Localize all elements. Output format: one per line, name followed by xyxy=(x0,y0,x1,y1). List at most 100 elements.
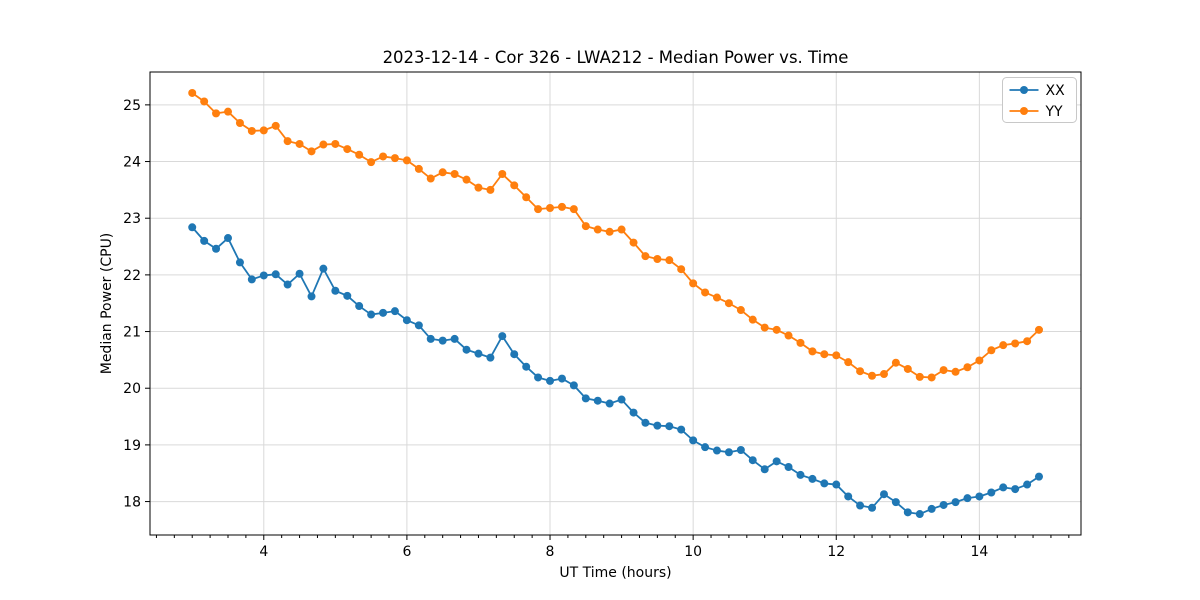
data-point-xx xyxy=(832,480,841,489)
data-point-xx xyxy=(200,236,209,245)
data-point-yy xyxy=(677,265,686,274)
data-point-yy xyxy=(879,370,888,379)
data-point-xx xyxy=(379,308,388,317)
data-point-yy xyxy=(891,358,900,367)
data-point-xx xyxy=(927,504,936,513)
data-point-xx xyxy=(593,396,602,405)
data-point-xx xyxy=(1023,480,1032,489)
data-point-yy xyxy=(343,145,352,154)
data-point-xx xyxy=(319,264,328,273)
data-point-yy xyxy=(736,306,745,315)
x-tick-label: 6 xyxy=(402,544,411,560)
data-point-yy xyxy=(760,323,769,332)
data-point-yy xyxy=(426,174,435,183)
data-point-yy xyxy=(569,205,578,214)
y-tick-label: 25 xyxy=(123,98,141,114)
data-point-xx xyxy=(390,307,399,316)
data-point-yy xyxy=(689,279,698,288)
data-point-yy xyxy=(474,183,483,192)
data-point-xx xyxy=(295,269,304,278)
x-tick-label: 4 xyxy=(259,544,268,560)
data-point-xx xyxy=(1011,485,1020,494)
data-point-yy xyxy=(772,325,781,334)
data-point-yy xyxy=(724,299,733,308)
y-tick-label: 21 xyxy=(123,325,141,341)
data-point-xx xyxy=(498,332,507,341)
data-point-xx xyxy=(641,418,650,427)
data-point-yy xyxy=(951,367,960,376)
data-point-xx xyxy=(510,350,519,359)
data-point-yy xyxy=(975,356,984,365)
data-point-yy xyxy=(522,193,531,202)
data-point-xx xyxy=(915,510,924,519)
data-point-yy xyxy=(450,170,459,179)
data-point-yy xyxy=(641,252,650,261)
data-point-yy xyxy=(617,225,626,234)
data-point-yy xyxy=(462,175,471,184)
data-point-xx xyxy=(963,494,972,503)
data-point-yy xyxy=(784,331,793,340)
y-tick-label: 22 xyxy=(123,268,141,284)
data-point-yy xyxy=(927,373,936,382)
data-point-xx xyxy=(760,465,769,474)
data-point-xx xyxy=(665,422,674,431)
data-point-yy xyxy=(271,121,280,130)
data-point-yy xyxy=(748,315,757,324)
y-tick-label: 18 xyxy=(123,495,141,511)
legend: XX YY xyxy=(1002,77,1077,123)
data-point-xx xyxy=(402,316,411,325)
data-point-xx xyxy=(486,353,495,362)
data-point-xx xyxy=(581,394,590,403)
legend-entry-yy: YY xyxy=(1009,104,1063,120)
data-point-xx xyxy=(701,443,710,452)
data-point-yy xyxy=(224,107,232,116)
data-point-xx xyxy=(188,223,197,232)
data-point-yy xyxy=(593,225,602,234)
data-point-xx xyxy=(224,234,232,243)
data-point-yy xyxy=(856,367,865,376)
data-point-yy xyxy=(247,126,256,135)
data-point-xx xyxy=(748,456,757,465)
data-point-xx xyxy=(450,334,459,343)
data-point-xx xyxy=(569,381,578,390)
data-point-yy xyxy=(379,152,388,161)
data-point-yy xyxy=(939,366,948,375)
chart-title: 2023-12-14 - Cor 326 - LWA212 - Median P… xyxy=(383,48,849,67)
data-point-yy xyxy=(414,164,423,173)
data-point-yy xyxy=(438,168,447,177)
data-point-xx xyxy=(951,498,960,507)
data-point-yy xyxy=(712,293,721,302)
data-point-xx xyxy=(546,376,555,385)
data-point-xx xyxy=(856,501,865,510)
data-point-xx xyxy=(331,286,340,295)
x-tick-label: 12 xyxy=(827,544,845,560)
data-point-xx xyxy=(879,490,888,499)
data-point-yy xyxy=(331,139,340,148)
data-point-yy xyxy=(581,222,590,231)
data-point-xx xyxy=(772,457,781,466)
data-point-xx xyxy=(689,436,698,445)
data-point-yy xyxy=(355,150,364,159)
data-point-xx xyxy=(367,310,376,319)
data-point-xx xyxy=(796,470,805,479)
data-point-xx xyxy=(891,498,900,507)
plot-border xyxy=(149,71,1082,536)
tick-label-layer: 4 6 8 10 12 14 18 19 20 21 22 23 24 25 xyxy=(123,98,988,560)
data-point-yy xyxy=(307,147,316,156)
series-layer xyxy=(188,88,1043,519)
data-point-xx xyxy=(629,408,638,417)
y-tick-label: 20 xyxy=(123,381,141,397)
data-point-xx xyxy=(307,292,316,301)
legend-label-xx: XX xyxy=(1046,83,1066,99)
data-point-yy xyxy=(390,154,399,163)
data-point-xx xyxy=(343,291,352,300)
data-point-yy xyxy=(486,185,495,194)
data-point-xx xyxy=(235,258,244,267)
data-point-yy xyxy=(295,139,304,148)
x-tick-label: 14 xyxy=(970,544,988,560)
data-point-yy xyxy=(498,170,507,179)
data-point-xx xyxy=(820,479,829,488)
x-tick-label: 10 xyxy=(684,544,702,560)
data-point-xx xyxy=(426,334,435,343)
x-tick-label: 8 xyxy=(546,544,555,560)
